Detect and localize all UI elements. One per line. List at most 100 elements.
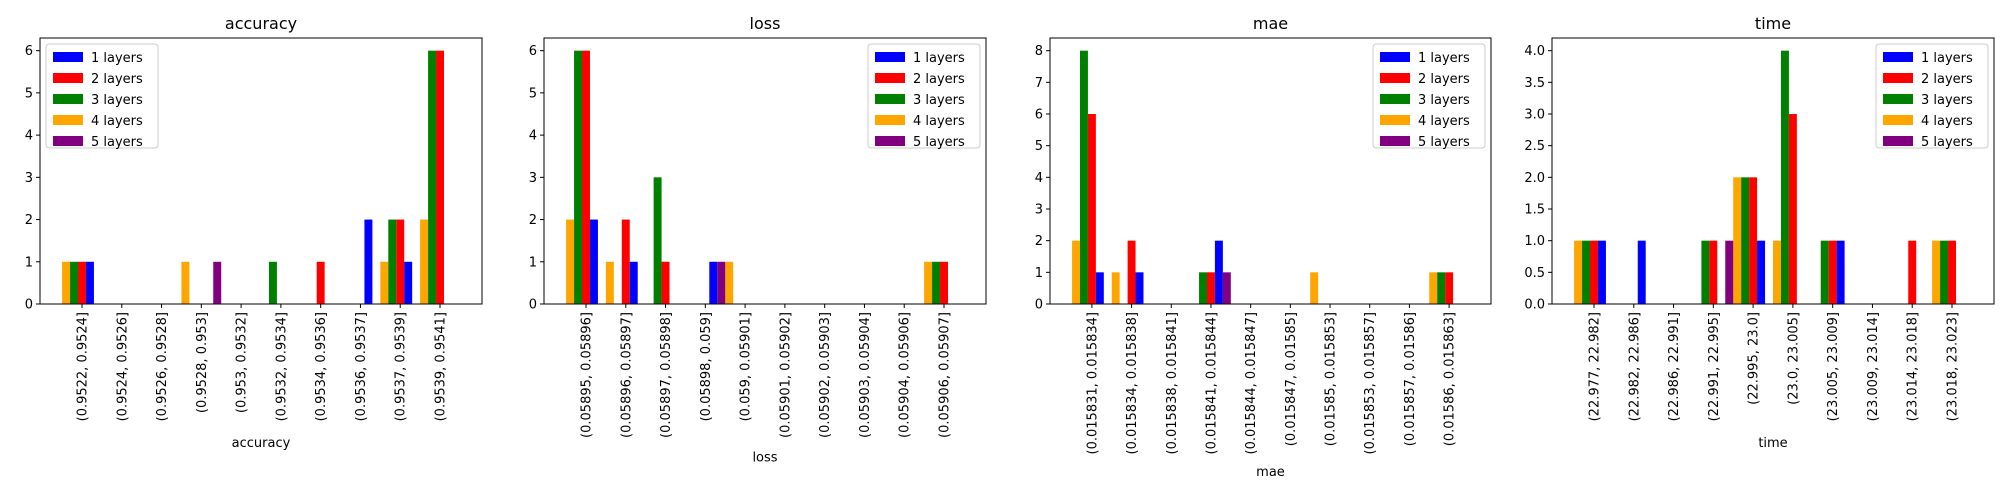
bar-3-layers-9 [932, 261, 941, 304]
y-tick-label: 1.5 [1524, 203, 1545, 218]
x-tick-label: (22.982, 22.986] [1627, 312, 1642, 421]
bar-3-layers-8 [388, 219, 397, 304]
legend-label: 5 layers [1921, 135, 1973, 150]
bar-4-layers-1 [605, 261, 614, 304]
x-tick-label: (0.015847, 0.01585] [1284, 312, 1299, 446]
legend-swatch [53, 52, 83, 62]
legend-label: 1 layers [91, 51, 143, 66]
x-tick-label: (0.9534, 0.9536] [314, 312, 329, 421]
x-tick-label: (0.9522, 0.9524] [75, 312, 90, 421]
bar-3-layers-0 [70, 261, 79, 304]
bar-3-layers-3 [1199, 272, 1207, 304]
x-axis-label: accuracy [232, 436, 291, 451]
legend-swatch [1380, 73, 1410, 83]
x-tick-label: (23.018, 23.023] [1946, 312, 1961, 421]
bar-1-layers-0 [1095, 272, 1104, 304]
y-tick-label: 2.5 [1524, 139, 1545, 154]
plot-frame [39, 37, 483, 305]
x-tick-label: (22.995, 23.0] [1747, 312, 1762, 405]
bar-5-layers-3 [213, 261, 222, 304]
bar-1-layers-3 [709, 261, 718, 304]
bar-2-layers-9 [436, 50, 444, 304]
x-tick-label: (0.05897, 0.05898] [659, 312, 674, 438]
x-axis-label: time [1758, 436, 1787, 451]
legend-label: 5 layers [1418, 135, 1470, 150]
x-axis-label: mae [1256, 465, 1285, 480]
legend-swatch [53, 115, 83, 125]
x-tick-label: (22.986, 22.991] [1667, 312, 1682, 421]
plot-frame [1551, 37, 1995, 305]
legend-swatch [1380, 52, 1410, 62]
bar-2-layers-0 [582, 50, 590, 304]
legend: 1 layers 2 layers 3 layers 4 layers 5 layers [867, 43, 981, 150]
y-tick-label: 2.0 [1524, 171, 1545, 186]
bar-3-layers-9 [1940, 240, 1949, 304]
x-tick-label: (0.9526, 0.9528] [155, 312, 170, 421]
legend-swatch [875, 73, 905, 83]
x-tick-label: (0.05898, 0.059] [699, 312, 714, 421]
x-tick-label: (0.015841, 0.015844] [1204, 312, 1219, 454]
bar-3-layers-0 [1079, 50, 1088, 304]
y-tick-label: 1 [529, 255, 537, 270]
bar-4-layers-3 [181, 261, 190, 304]
y-tick-label: 3.0 [1524, 108, 1545, 123]
legend-label: 5 layers [91, 135, 143, 150]
bar-4-layers-9 [924, 261, 933, 304]
bar-1-layers-1 [629, 261, 638, 304]
y-tick-label: 1.0 [1524, 234, 1545, 249]
bar-2-layers-6 [1828, 240, 1837, 304]
bar-3-layers-4 [1741, 177, 1750, 304]
x-tick-label: (0.01585, 0.015853] [1324, 312, 1339, 446]
bar-2-layers-0 [1087, 114, 1096, 304]
legend-swatch [1883, 94, 1913, 104]
bar-2-layers-9 [1445, 272, 1454, 304]
bar-1-layers-1 [1637, 240, 1646, 304]
y-tick-label: 2 [529, 213, 537, 228]
bar-2-layers-3 [1709, 240, 1718, 304]
bar-4-layers-5 [1773, 240, 1781, 304]
legend-label: 4 layers [913, 114, 965, 129]
y-tick-label: 3.5 [1524, 76, 1545, 91]
bar-5-layers-3 [1222, 272, 1231, 304]
y-tick-label: 6 [1035, 108, 1043, 123]
legend-label: 4 layers [1418, 114, 1470, 129]
bar-3-layers-2 [653, 177, 662, 304]
bar-4-layers-0 [566, 219, 575, 304]
bar-4-layers-0 [62, 261, 71, 304]
x-tick-label: (0.05895, 0.05896] [579, 312, 594, 438]
bar-1-layers-4 [1757, 240, 1766, 304]
bar-2-layers-4 [1749, 177, 1758, 304]
y-tick-label: 3 [25, 171, 33, 186]
chart-panel-mae: mae 0 1 2 3 4 5 6 7 8 (0.015831, 0.015834] (0.01583… [1035, 14, 1492, 480]
y-tick-label: 2 [25, 213, 33, 228]
x-tick-label: (0.01586, 0.015863] [1443, 312, 1458, 446]
legend-label: 2 layers [91, 72, 143, 87]
chart-title: accuracy [225, 14, 297, 33]
legend-swatch [53, 136, 83, 146]
x-tick-label: (0.9532, 0.9534] [274, 312, 289, 421]
y-tick-label: 0.5 [1524, 266, 1545, 281]
bar-4-layers-9 [1429, 272, 1438, 304]
bar-4-layers-0 [1072, 240, 1080, 304]
chart-title: loss [750, 14, 781, 33]
x-tick-label: (0.9537, 0.9539] [394, 312, 409, 421]
x-tick-label: (0.05902, 0.05903] [818, 312, 833, 438]
y-tick-label: 1 [1035, 266, 1043, 281]
legend: 1 layers 2 layers 3 layers 4 layers 5 layers [1372, 43, 1486, 150]
legend-label: 4 layers [1921, 114, 1973, 129]
legend-swatch [875, 115, 905, 125]
y-tick-label: 5 [1035, 139, 1043, 154]
y-tick-label: 7 [1035, 76, 1043, 91]
x-tick-label: (0.015831, 0.015834] [1085, 312, 1100, 454]
legend-swatch [1883, 73, 1913, 83]
bar-2-layers-9 [1948, 240, 1956, 304]
bar-2-layers-6 [316, 261, 325, 304]
bar-3-layers-9 [428, 50, 437, 304]
legend-label: 1 layers [1418, 51, 1470, 66]
y-tick-label: 8 [1035, 44, 1043, 59]
bar-1-layers-7 [364, 219, 373, 304]
bar-2-layers-1 [1127, 240, 1136, 304]
x-tick-label: (0.015838, 0.015841] [1165, 312, 1180, 454]
bar-3-layers-0 [574, 50, 583, 304]
